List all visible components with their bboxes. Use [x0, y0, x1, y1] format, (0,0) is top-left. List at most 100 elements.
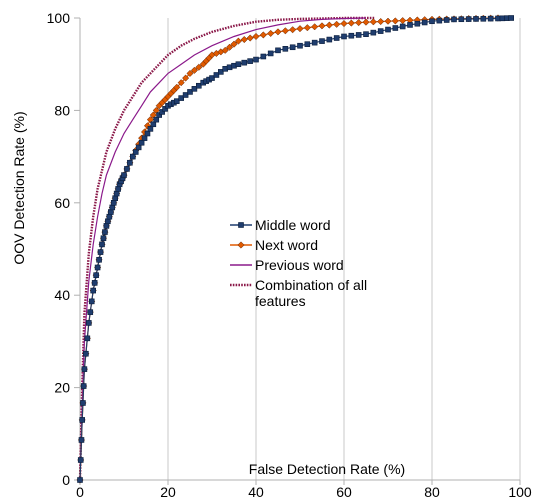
data-point [196, 82, 202, 89]
data-point [94, 264, 101, 271]
legend: Middle word Next word Previous word Combina… [230, 217, 367, 309]
legend-label: Middle word [255, 217, 330, 233]
data-point [86, 320, 92, 326]
x-axis-title: False Detection Rate (%) [249, 461, 405, 477]
data-point [289, 26, 297, 34]
data-point [241, 59, 248, 66]
data-point [429, 18, 435, 25]
data-point [282, 45, 289, 52]
data-point [391, 17, 399, 25]
y-tick-label: 20 [54, 380, 70, 396]
data-point [132, 149, 139, 155]
data-point [443, 17, 450, 23]
data-point [414, 20, 421, 27]
y-tick-label: 60 [54, 195, 70, 211]
data-point [195, 63, 203, 71]
data-point [80, 383, 87, 389]
data-point [370, 29, 377, 36]
data-point [83, 350, 89, 357]
series-line [79, 17, 367, 481]
data-point [162, 106, 168, 112]
data-point [182, 74, 190, 82]
data-point [246, 34, 254, 42]
data-point [109, 204, 116, 211]
legend-marker [238, 222, 244, 228]
data-point [78, 437, 85, 443]
data-point [112, 195, 118, 201]
data-point [421, 19, 428, 26]
tick-labels: 0 20 40 60 80 100 0 20 40 60 80 100 [47, 10, 532, 500]
data-point [218, 69, 224, 75]
data-point [77, 457, 84, 463]
legend-label: Combination of all [255, 277, 367, 293]
legend-label: Next word [255, 237, 318, 253]
data-point [141, 135, 148, 141]
data-point [289, 44, 296, 51]
data-point [275, 47, 281, 54]
data-point [297, 42, 303, 49]
data-point [267, 50, 274, 57]
data-point [100, 235, 107, 242]
series-previous-word [79, 17, 367, 481]
data-point [191, 86, 198, 92]
data-point [99, 241, 105, 248]
data-point [326, 36, 333, 43]
data-point [115, 186, 121, 192]
data-point [281, 27, 289, 35]
data-point [274, 28, 282, 36]
data-point [508, 15, 515, 21]
data-point [377, 17, 385, 26]
data-point [103, 223, 110, 229]
legend-marker [237, 241, 245, 249]
data-point [79, 417, 85, 423]
data-point [377, 28, 384, 34]
data-point [348, 32, 355, 39]
y-tick-label: 80 [54, 102, 70, 118]
x-tick-label: 40 [248, 484, 264, 500]
data-point [91, 280, 98, 286]
data-point [333, 35, 340, 41]
data-point [80, 400, 86, 406]
data-point [341, 33, 347, 40]
legend-entry: Next word [230, 237, 318, 253]
data-point [106, 213, 113, 220]
series [76, 14, 515, 484]
data-point [113, 190, 120, 197]
data-point [267, 29, 275, 37]
data-point [340, 19, 348, 28]
data-point [384, 17, 392, 25]
legend-entry: Previous word [230, 257, 344, 273]
data-point [458, 16, 465, 23]
data-point [90, 287, 96, 294]
data-point [159, 109, 165, 115]
grid [167, 18, 521, 480]
data-point [127, 159, 133, 166]
data-point [96, 256, 102, 263]
data-point [385, 26, 391, 33]
data-point [319, 38, 325, 44]
data-point [407, 22, 413, 28]
data-point [177, 79, 185, 87]
data-point [93, 272, 99, 278]
data-point [473, 16, 479, 22]
data-point [355, 19, 363, 27]
data-point [221, 46, 229, 54]
data-point [108, 209, 114, 215]
data-point [138, 139, 145, 146]
x-tick-label: 100 [508, 484, 532, 500]
data-point [304, 41, 311, 47]
data-point [311, 39, 318, 46]
data-point [121, 172, 127, 178]
x-tick-label: 0 [76, 484, 84, 500]
y-axis-title: OOV Detection Rate (%) [11, 111, 27, 264]
legend-entry: Middle word [230, 217, 330, 233]
y-tick-label: 0 [62, 472, 70, 488]
legend-label: features [255, 293, 306, 309]
data-point [355, 32, 362, 38]
data-point [102, 229, 108, 235]
data-point [182, 92, 189, 98]
data-point [178, 95, 184, 101]
data-point [247, 58, 253, 64]
data-point [487, 15, 494, 22]
data-point [149, 111, 157, 119]
